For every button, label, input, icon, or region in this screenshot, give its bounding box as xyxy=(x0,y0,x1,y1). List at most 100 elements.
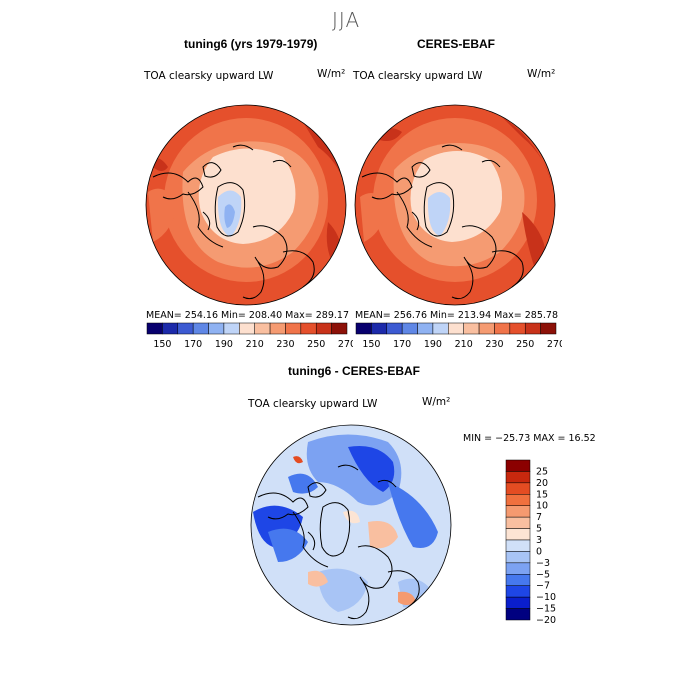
map-diff-red-3 xyxy=(398,591,416,605)
map-diff-blue-6 xyxy=(288,473,318,494)
right-unit-label: W/m² xyxy=(527,68,556,80)
colorbar-tick-label: 210 xyxy=(455,339,473,350)
diff-variable-label: TOA clearsky upward LW xyxy=(248,398,378,410)
colorbar-swatch xyxy=(448,322,464,335)
diff-polar-map xyxy=(250,424,452,626)
colorbar-tick-label: 10 xyxy=(536,501,548,512)
colorbar-tick-label: 230 xyxy=(276,339,294,350)
colorbar-swatch xyxy=(505,505,531,518)
colorbar-tick-label: 170 xyxy=(184,339,202,350)
colorbar-swatch xyxy=(509,322,526,335)
colorbar-tick-label: −20 xyxy=(536,615,556,624)
colorbar-tick-label: −5 xyxy=(536,569,550,580)
colorbar-swatch xyxy=(315,322,332,335)
colorbar-swatch xyxy=(254,322,271,335)
map-pacific-band xyxy=(148,188,178,242)
colorbar-swatch xyxy=(505,574,531,586)
right-stats: MEAN= 256.76 Min= 213.94 Max= 285.78 xyxy=(355,310,559,321)
colorbar-tick-label: 20 xyxy=(536,478,548,489)
colorbar-tick-label: 250 xyxy=(516,339,534,350)
colorbar-tick-label: 170 xyxy=(393,339,411,350)
map-diff-red-1 xyxy=(368,521,398,549)
colorbar-swatch xyxy=(355,322,372,335)
colorbar-tick-label: 15 xyxy=(536,489,548,500)
colorbar-swatch xyxy=(269,322,286,335)
colorbar-swatch xyxy=(494,322,511,335)
colorbar-tick-label: 0 xyxy=(536,546,542,557)
colorbar-swatch xyxy=(505,494,531,506)
colorbar-swatch xyxy=(540,322,557,335)
colorbar-swatch xyxy=(505,608,531,621)
colorbar-swatch xyxy=(417,322,434,335)
map-diff-red-4 xyxy=(293,456,303,464)
colorbar-tick-label: 270 xyxy=(547,339,562,350)
colorbar-swatch xyxy=(208,322,225,335)
right-polar-map xyxy=(354,104,556,306)
figure-title: JJA xyxy=(332,8,361,32)
colorbar-tick-label: 230 xyxy=(485,339,503,350)
map-diff-blue-3 xyxy=(388,482,438,548)
colorbar-tick-label: −7 xyxy=(536,581,550,592)
colorbar-swatch xyxy=(463,322,480,335)
map-coastlines xyxy=(257,464,420,620)
colorbar-tick-label: −3 xyxy=(536,558,550,569)
left-polar-map xyxy=(145,104,347,306)
map-warm-edge xyxy=(303,122,343,182)
colorbar-swatch xyxy=(505,551,531,564)
colorbar-swatch xyxy=(505,516,531,529)
diff-stats: MIN = −25.73 MAX = 16.52 xyxy=(463,433,596,444)
colorbar-swatch xyxy=(478,322,495,335)
colorbar-swatch xyxy=(505,471,531,484)
map-pacific-band xyxy=(360,193,388,242)
left-stats: MEAN= 254.16 Min= 208.40 Max= 289.17 xyxy=(146,310,350,321)
map-outline xyxy=(145,104,347,306)
map-greenland-cold xyxy=(427,192,451,236)
colorbar-swatch xyxy=(432,322,449,335)
map-coastlines xyxy=(152,144,315,300)
colorbar-tick-label: 190 xyxy=(215,339,233,350)
colorbar-swatch xyxy=(146,322,163,335)
colorbar-swatch xyxy=(386,322,403,335)
colorbar-swatch xyxy=(223,322,240,335)
colorbar-tick-label: 250 xyxy=(307,339,325,350)
map-greenland-core xyxy=(224,204,235,228)
map-coastlines xyxy=(361,144,524,300)
right-colorbar: 150170190210230250270290 xyxy=(355,322,562,350)
colorbar-tick-label: 7 xyxy=(536,512,542,523)
left-variable-label: TOA clearsky upward LW xyxy=(144,70,274,82)
colorbar-swatch xyxy=(505,528,531,541)
map-outline xyxy=(250,424,452,626)
colorbar-swatch xyxy=(505,482,531,495)
colorbar-tick-label: 3 xyxy=(536,535,542,546)
left-unit-label: W/m² xyxy=(317,68,346,80)
left-panel-title: tuning6 (yrs 1979-1979) xyxy=(184,37,318,51)
colorbar-swatch xyxy=(371,322,388,335)
left-colorbar: 150170190210230250270290 xyxy=(146,322,353,350)
colorbar-swatch xyxy=(401,322,418,335)
colorbar-swatch xyxy=(192,322,209,335)
colorbar-tick-label: 270 xyxy=(338,339,353,350)
colorbar-tick-label: 150 xyxy=(362,339,380,350)
colorbar-swatch xyxy=(505,539,531,552)
map-diff-lightblue xyxy=(318,568,368,612)
map-diff-red-2 xyxy=(308,570,328,587)
map-outline xyxy=(354,104,556,306)
right-variable-label: TOA clearsky upward LW xyxy=(353,70,483,82)
colorbar-tick-label: −10 xyxy=(536,592,556,603)
right-panel-title: CERES-EBAF xyxy=(417,37,496,51)
colorbar-tick-label: 150 xyxy=(153,339,171,350)
colorbar-tick-label: −15 xyxy=(536,604,556,615)
colorbar-swatch xyxy=(239,322,255,335)
colorbar-tick-label: 210 xyxy=(246,339,264,350)
colorbar-tick-label: 5 xyxy=(536,524,542,535)
colorbar-swatch xyxy=(177,322,194,335)
colorbar-tick-label: 190 xyxy=(424,339,442,350)
colorbar-swatch xyxy=(162,322,179,335)
colorbar-swatch xyxy=(331,322,348,335)
diff-panel-title: tuning6 - CERES-EBAF xyxy=(288,364,420,378)
map-diff-blue-5 xyxy=(268,528,308,562)
colorbar-swatch xyxy=(505,562,531,575)
colorbar-swatch xyxy=(300,322,317,335)
